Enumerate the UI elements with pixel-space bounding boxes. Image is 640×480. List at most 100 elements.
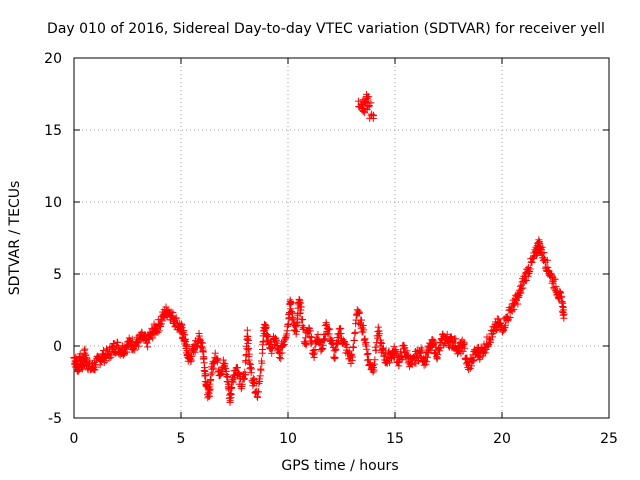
data-point xyxy=(155,327,163,335)
data-point xyxy=(470,356,478,364)
data-point xyxy=(206,385,214,393)
data-point xyxy=(551,275,559,283)
data-point xyxy=(420,354,428,362)
data-point xyxy=(292,323,300,331)
data-point xyxy=(406,360,414,368)
data-point xyxy=(428,343,436,351)
data-point xyxy=(538,243,546,251)
data-point xyxy=(188,352,196,360)
data-point xyxy=(339,336,347,344)
data-point xyxy=(350,337,358,345)
data-point xyxy=(114,338,122,346)
data-point xyxy=(202,371,210,379)
data-point xyxy=(528,258,536,266)
data-point xyxy=(543,256,551,264)
data-point xyxy=(297,303,305,311)
data-point xyxy=(436,347,444,355)
data-point xyxy=(347,359,355,367)
data-point xyxy=(465,366,473,374)
y-tick-label: 5 xyxy=(53,267,62,283)
data-point xyxy=(287,299,295,307)
x-tick-label: 10 xyxy=(279,431,297,447)
data-point xyxy=(168,312,176,320)
data-point xyxy=(519,284,527,292)
data-point xyxy=(492,327,500,335)
data-point xyxy=(535,236,543,244)
y-tick-labels: -5 0 5 10 15 20 xyxy=(44,51,62,427)
data-point xyxy=(504,315,512,323)
data-point xyxy=(348,350,356,358)
data-point xyxy=(172,314,180,322)
data-point xyxy=(332,346,340,354)
data-point xyxy=(371,356,379,364)
data-point xyxy=(214,355,222,363)
data-point xyxy=(367,99,375,107)
data-point xyxy=(248,365,256,373)
x-tick-label: 25 xyxy=(600,431,618,447)
data-point xyxy=(390,343,398,351)
data-point xyxy=(226,398,234,406)
data-point xyxy=(297,299,305,307)
data-point xyxy=(514,300,522,308)
data-point xyxy=(540,249,548,257)
data-point xyxy=(431,350,439,358)
data-point xyxy=(487,336,495,344)
data-point xyxy=(378,339,386,347)
data-point xyxy=(367,112,375,120)
data-point xyxy=(379,344,387,352)
axis-ticks xyxy=(73,57,610,419)
data-point xyxy=(385,359,393,367)
data-point xyxy=(360,326,368,334)
data-point xyxy=(351,328,359,336)
data-point xyxy=(191,348,199,356)
x-tick-labels: 0 5 10 15 20 25 xyxy=(70,431,618,447)
data-point xyxy=(222,365,230,373)
data-point xyxy=(92,363,100,371)
grid-lines xyxy=(74,58,609,418)
data-point xyxy=(277,355,285,363)
data-point xyxy=(245,344,253,352)
data-point xyxy=(183,341,191,349)
x-tick-label: 5 xyxy=(177,431,186,447)
data-point xyxy=(219,356,227,364)
data-point xyxy=(200,359,208,367)
data-point xyxy=(144,343,152,351)
data-point xyxy=(461,344,469,352)
data-point xyxy=(275,348,283,356)
data-point xyxy=(522,268,530,276)
data-point xyxy=(331,355,339,363)
data-point xyxy=(515,293,523,301)
data-point xyxy=(115,344,123,352)
chart-title: Day 010 of 2016, Sidereal Day-to-day VTE… xyxy=(47,21,605,37)
data-point xyxy=(296,296,304,304)
data-point xyxy=(516,288,524,296)
data-point xyxy=(364,356,372,364)
data-point xyxy=(257,366,265,374)
data-point xyxy=(374,323,382,331)
data-point xyxy=(80,346,88,354)
data-point xyxy=(457,344,465,352)
data-point xyxy=(293,318,301,326)
data-point xyxy=(433,354,441,362)
data-point xyxy=(468,362,476,370)
data-point xyxy=(262,323,270,331)
data-point xyxy=(369,361,377,369)
data-point xyxy=(243,326,251,334)
data-point xyxy=(343,343,351,351)
data-point xyxy=(249,374,257,382)
data-point xyxy=(377,338,385,346)
data-point xyxy=(376,330,384,338)
data-point xyxy=(306,327,314,335)
x-tick-label: 15 xyxy=(386,431,404,447)
data-point xyxy=(317,346,325,354)
data-point xyxy=(423,358,431,366)
data-point xyxy=(258,359,266,367)
data-point xyxy=(299,316,307,324)
data-point xyxy=(506,313,514,321)
x-tick-label: 20 xyxy=(493,431,511,447)
data-point xyxy=(305,324,313,332)
data-point xyxy=(198,339,206,347)
data-point xyxy=(364,349,372,357)
y-tick-label: 0 xyxy=(53,339,62,355)
data-point xyxy=(123,348,131,356)
